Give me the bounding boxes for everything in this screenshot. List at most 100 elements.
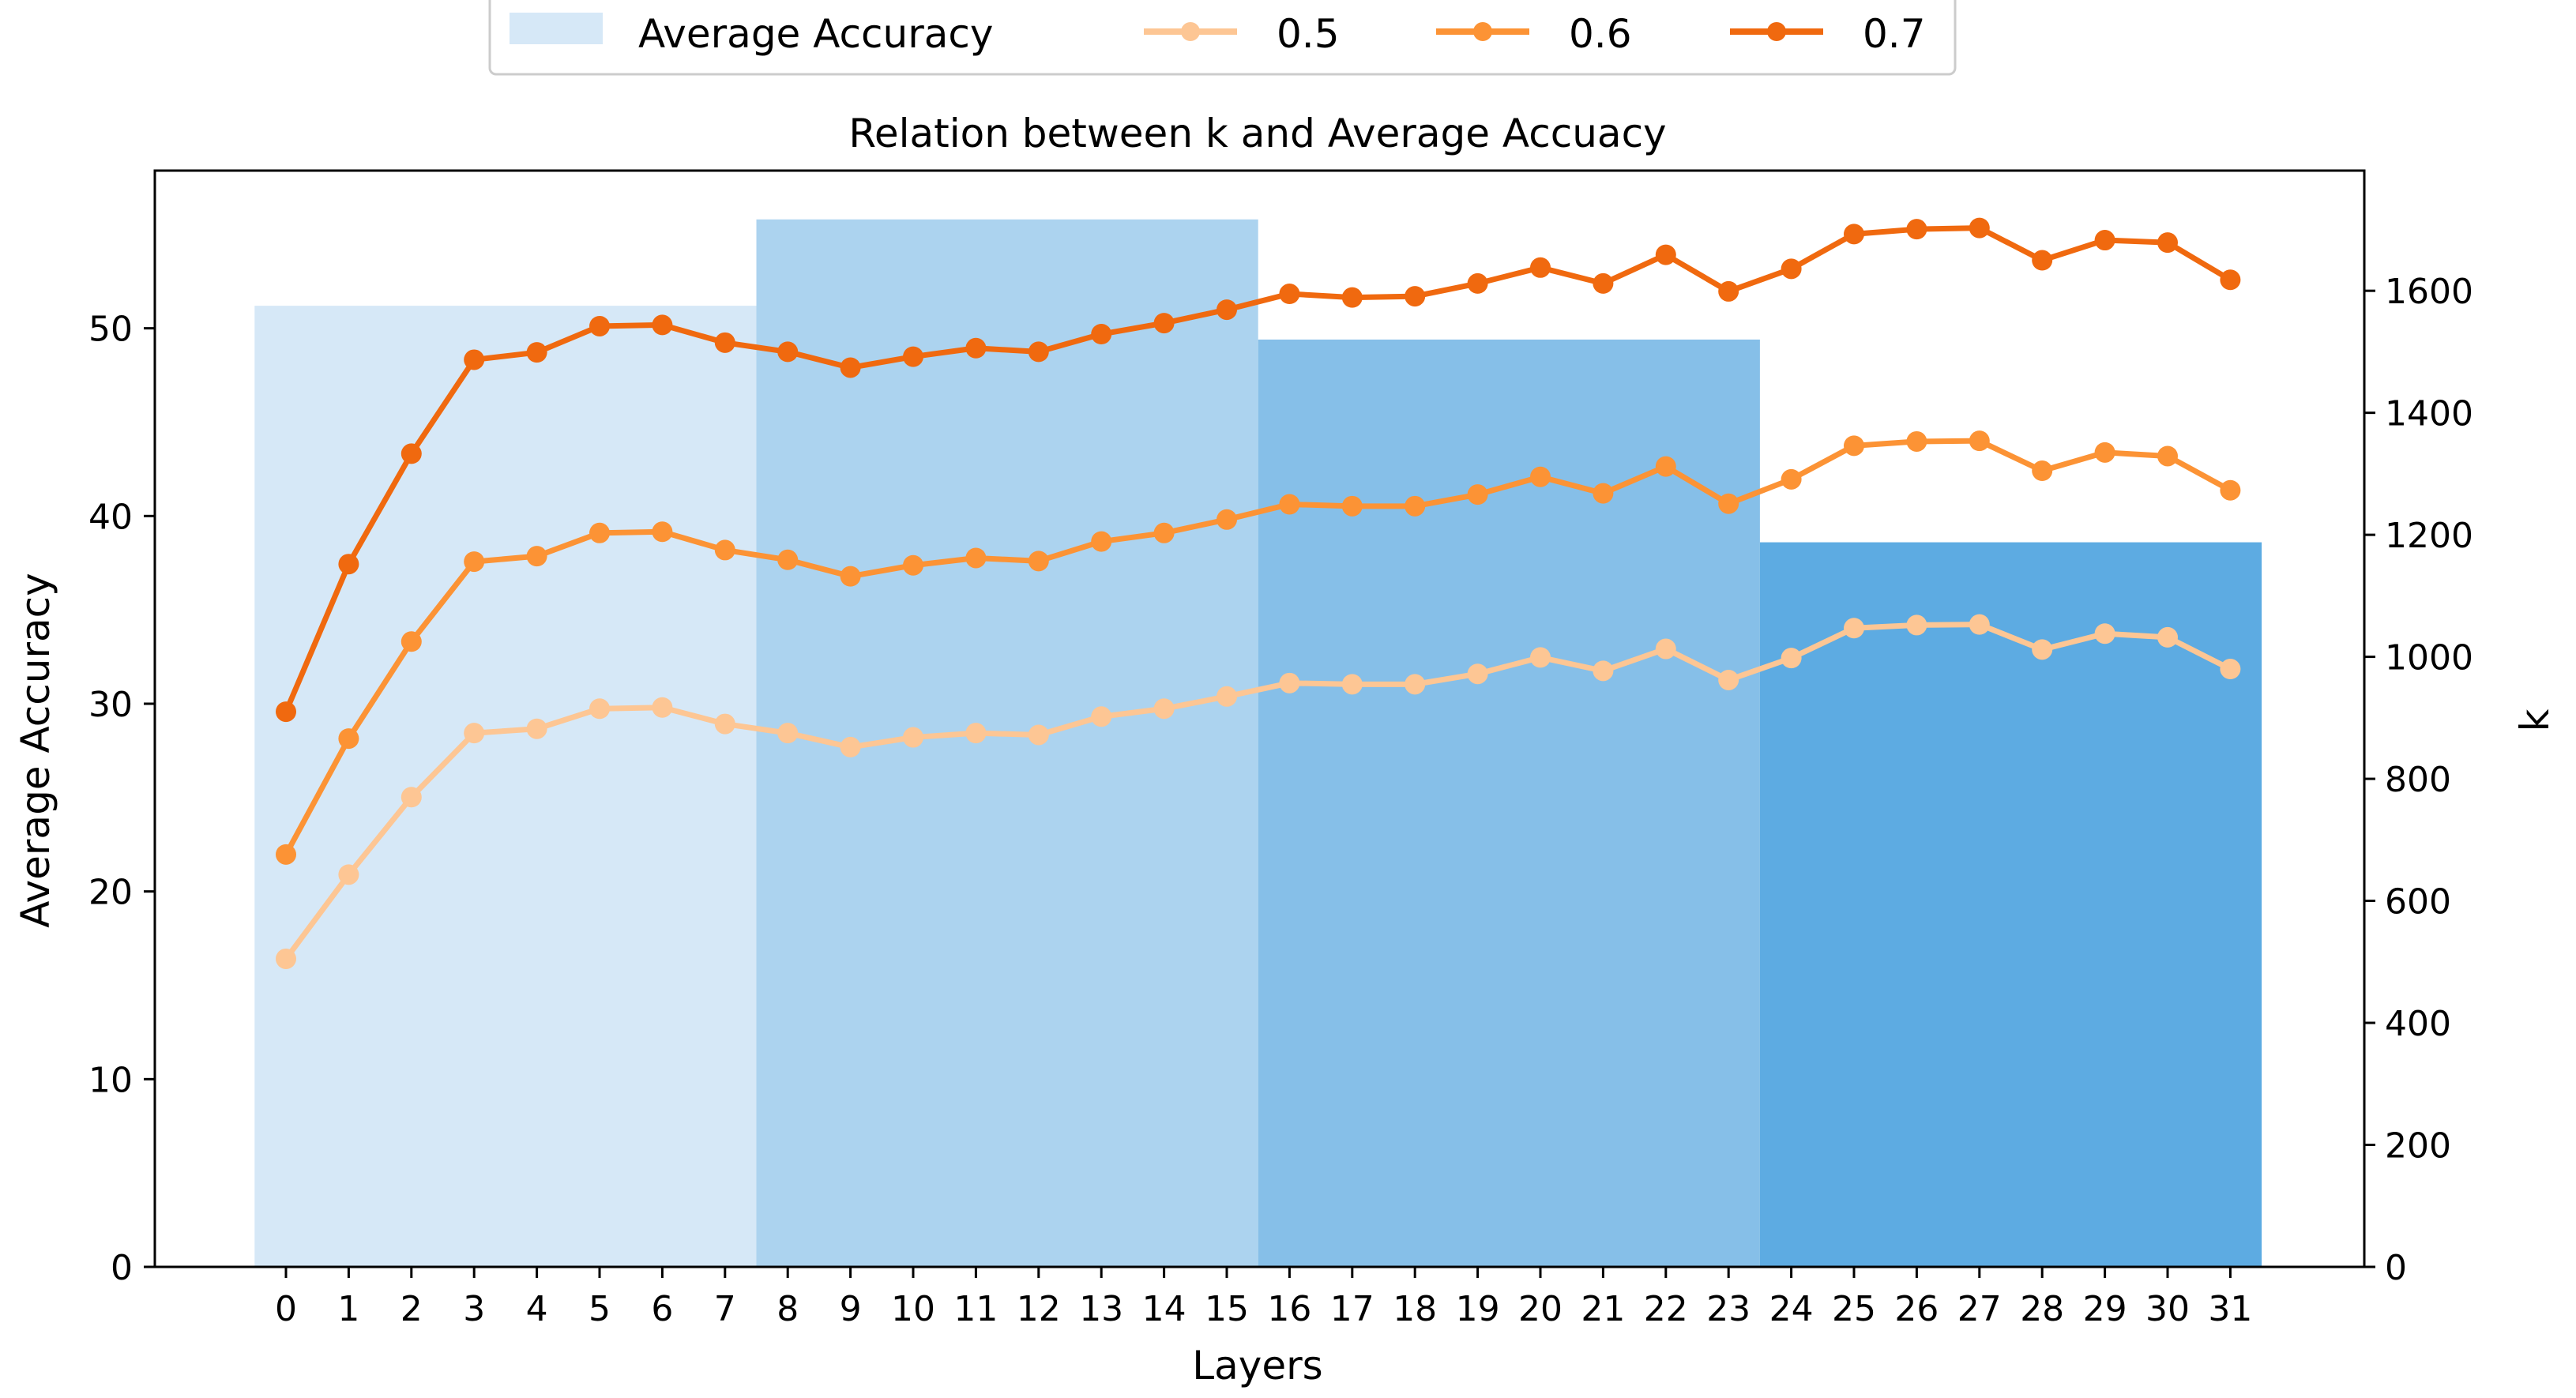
y-right-tick-label-0: 0 (2385, 1248, 2407, 1288)
point-0-7-24 (1781, 258, 1802, 280)
point-0-6-13 (1091, 531, 1112, 552)
legend-label-average-accuracy: Average Accuracy (638, 11, 994, 57)
bar-group-3 (1759, 542, 2262, 1267)
point-0-5-26 (1906, 614, 1927, 636)
point-0-7-25 (1844, 224, 1864, 245)
x-axis-label: Layers (1192, 1343, 1322, 1389)
series-line-0-7 (283, 225, 2232, 713)
point-0-5-3 (464, 723, 485, 744)
x-tick-label-1: 1 (337, 1289, 359, 1329)
point-0-5-9 (840, 736, 861, 757)
point-0-6-23 (1718, 493, 1739, 514)
point-0-7-18 (1405, 286, 1426, 307)
point-0-5-10 (903, 727, 923, 748)
y-left-tick-label-20: 20 (88, 873, 133, 913)
x-tick-label-11: 11 (953, 1289, 998, 1329)
x-tick-label-3: 3 (463, 1289, 485, 1329)
point-0-6-17 (1341, 495, 1363, 517)
point-0-6-10 (903, 554, 923, 576)
point-0-6-18 (1405, 495, 1426, 517)
point-0-6-7 (714, 539, 735, 561)
point-0-7-8 (777, 341, 799, 363)
point-0-6-3 (464, 551, 485, 573)
legend: Average Accuracy 0.5 0.6 0.7 (488, 0, 1957, 76)
point-0-5-12 (1028, 724, 1049, 746)
point-0-7-26 (1906, 219, 1927, 240)
point-0-7-3 (464, 349, 485, 370)
y-axis-right-label: k (2512, 708, 2558, 731)
point-0-6-1 (338, 728, 359, 750)
point-0-6-4 (526, 546, 547, 567)
point-0-6-0 (276, 844, 296, 865)
series-line-0-5 (284, 622, 2232, 961)
point-0-5-2 (401, 787, 422, 808)
y-right-tick-label-1000: 1000 (2385, 638, 2473, 678)
legend-label-0-6: 0.6 (1569, 11, 1632, 57)
point-0-6-30 (2157, 445, 2178, 467)
point-0-5-7 (714, 713, 735, 735)
point-0-7-11 (965, 337, 987, 359)
point-0-5-23 (1718, 669, 1739, 690)
point-0-7-29 (2094, 230, 2115, 251)
point-0-6-21 (1593, 483, 1614, 504)
point-0-7-16 (1279, 284, 1300, 305)
bar-group-2 (1258, 339, 1760, 1268)
point-0-7-30 (2157, 232, 2178, 254)
point-0-5-6 (652, 697, 673, 718)
x-tick-label-17: 17 (1330, 1289, 1374, 1329)
point-0-6-19 (1467, 484, 1488, 505)
point-0-6-26 (1906, 430, 1927, 452)
point-0-7-7 (714, 332, 735, 353)
x-tick-label-7: 7 (714, 1289, 736, 1329)
point-0-5-15 (1217, 686, 1237, 707)
y-right-tick-label-800: 800 (2385, 760, 2451, 800)
legend-box (488, 0, 1957, 76)
legend-label-0-7: 0.7 (1863, 11, 1926, 57)
point-0-7-22 (1655, 244, 1676, 265)
point-0-7-10 (903, 346, 923, 367)
point-0-7-17 (1341, 287, 1363, 308)
x-tick-label-28: 28 (2020, 1289, 2064, 1329)
point-0-7-15 (1217, 299, 1237, 321)
point-0-5-27 (1969, 614, 1990, 635)
y-right-tick-label-1600: 1600 (2385, 272, 2473, 312)
point-0-7-14 (1153, 313, 1175, 334)
point-0-6-8 (777, 549, 799, 570)
point-0-7-31 (2220, 269, 2241, 291)
legend-label-0-5: 0.5 (1277, 11, 1340, 57)
point-0-5-30 (2157, 626, 2178, 648)
point-0-5-21 (1593, 660, 1614, 682)
y-right-tick-label-400: 400 (2385, 1004, 2451, 1044)
y-left-tick-label-0: 0 (111, 1248, 133, 1288)
point-0-6-20 (1530, 466, 1551, 487)
point-0-5-25 (1844, 618, 1864, 639)
legend-swatch-average-accuracy (510, 13, 603, 44)
point-0-5-5 (589, 698, 610, 720)
y-left-tick-label-50: 50 (88, 310, 133, 350)
x-tick-label-26: 26 (1894, 1289, 1939, 1329)
y-axis-left-label: Average Accuracy (13, 573, 58, 928)
point-0-5-11 (965, 723, 987, 744)
point-0-5-8 (777, 723, 799, 744)
legend-marker-0-6 (1473, 22, 1492, 41)
point-0-5-16 (1279, 672, 1300, 693)
x-tick-label-8: 8 (777, 1289, 799, 1329)
point-0-5-18 (1405, 674, 1426, 695)
point-0-5-1 (338, 864, 359, 885)
point-0-6-22 (1655, 456, 1676, 477)
x-tick-label-25: 25 (1832, 1289, 1876, 1329)
point-0-5-22 (1655, 638, 1676, 660)
series-line-0-6 (283, 438, 2232, 856)
point-0-5-19 (1467, 663, 1488, 685)
x-tick-label-12: 12 (1017, 1289, 1061, 1329)
point-0-6-29 (2094, 442, 2115, 463)
point-0-7-0 (276, 701, 296, 723)
chart-title: Relation between k and Average Accuacy (848, 111, 1666, 156)
y-right-tick-label-600: 600 (2385, 882, 2451, 923)
x-tick-label-14: 14 (1142, 1289, 1186, 1329)
x-tick-label-20: 20 (1518, 1289, 1563, 1329)
x-tick-label-6: 6 (651, 1289, 673, 1329)
x-tick-label-23: 23 (1706, 1289, 1751, 1329)
point-0-5-17 (1341, 674, 1363, 695)
